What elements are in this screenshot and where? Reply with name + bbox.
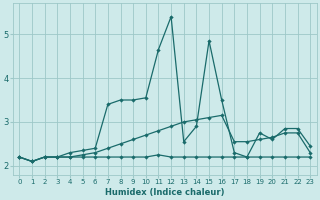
X-axis label: Humidex (Indice chaleur): Humidex (Indice chaleur): [105, 188, 225, 197]
